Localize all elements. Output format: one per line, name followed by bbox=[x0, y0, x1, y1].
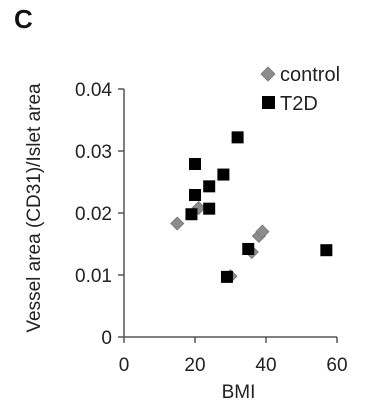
point-t2d bbox=[189, 189, 201, 202]
point-t2d bbox=[203, 202, 216, 215]
x-tick-label: 60 bbox=[326, 355, 347, 376]
point-t2d bbox=[242, 242, 255, 255]
x-tick-label: 20 bbox=[184, 355, 205, 376]
x-tick-label: 40 bbox=[255, 355, 276, 376]
x-tick-label: 0 bbox=[119, 355, 130, 376]
point-t2d bbox=[185, 208, 198, 221]
legend-control-label: control bbox=[280, 64, 340, 86]
point-t2d bbox=[231, 131, 244, 144]
point-t2d bbox=[203, 180, 216, 193]
panel-label: C bbox=[14, 4, 33, 34]
x-ticks: 0 20 40 60 bbox=[119, 337, 348, 376]
point-t2d bbox=[220, 270, 233, 283]
legend: control T2D bbox=[260, 64, 340, 115]
y-tick-label: 0.04 bbox=[75, 80, 112, 101]
legend-t2d-label: T2D bbox=[280, 93, 318, 115]
data-points bbox=[170, 131, 333, 284]
point-t2d bbox=[189, 158, 201, 171]
axes bbox=[123, 89, 337, 338]
point-control bbox=[170, 216, 185, 231]
y-axis-label: Vessel area (CD31)/Islet area bbox=[24, 83, 45, 333]
legend-control-marker bbox=[260, 66, 276, 82]
point-t2d bbox=[217, 168, 230, 181]
y-tick-label: 0 bbox=[101, 328, 112, 349]
x-axis-label: BMI bbox=[222, 382, 256, 403]
y-ticks: 0 0.01 0.02 0.03 0.04 bbox=[75, 80, 124, 349]
point-t2d bbox=[320, 244, 333, 257]
legend-t2d-marker bbox=[262, 96, 275, 109]
point-control bbox=[255, 224, 270, 239]
y-tick-label: 0.03 bbox=[75, 142, 112, 163]
y-tick-label: 0.01 bbox=[75, 266, 112, 287]
y-tick-label: 0.02 bbox=[75, 204, 112, 225]
